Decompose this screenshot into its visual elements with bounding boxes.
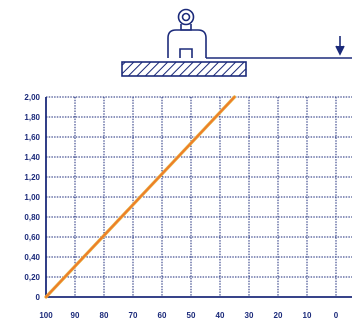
x-tick-label: 50 (187, 311, 196, 320)
x-tick-label: 30 (245, 311, 254, 320)
x-tick-label: 80 (100, 311, 109, 320)
series-line (45, 96, 236, 298)
steel-plate-icon (121, 57, 352, 77)
lifting-magnet-icon (167, 8, 207, 58)
x-tick-label: 0 (334, 311, 339, 320)
x-tick-label: 10 (303, 311, 312, 320)
chart-series (44, 95, 237, 299)
x-tick-label: 90 (71, 311, 80, 320)
magnet-illustration (121, 8, 352, 77)
chart-grid (45, 96, 352, 298)
y-tick-label: 1,00 (24, 193, 40, 202)
y-tick-label: 0,80 (24, 213, 40, 222)
y-tick-label: 1,40 (24, 153, 40, 162)
y-tick-label: 0 (36, 293, 41, 302)
y-tick-label: 0,40 (24, 253, 40, 262)
y-tick-label: 1,80 (24, 113, 40, 122)
y-tick-label: 0,20 (24, 273, 40, 282)
y-tick-label: 1,60 (24, 133, 40, 142)
arrow-down-icon (335, 36, 345, 56)
x-tick-label: 20 (274, 311, 283, 320)
x-tick-label: 70 (129, 311, 138, 320)
x-tick-label: 60 (158, 311, 167, 320)
x-axis-tick-labels: 100 90 80 70 60 50 40 30 20 10 0 (39, 311, 338, 320)
x-tick-label: 100 (39, 311, 53, 320)
y-axis-tick-labels: 0 0,20 0,40 0,60 0,80 1,00 1,20 1,40 1,60 1,80 2,0… (24, 93, 40, 302)
x-tick-label: 40 (216, 311, 225, 320)
y-tick-label: 2,00 (24, 93, 40, 102)
y-tick-label: 0,60 (24, 233, 40, 242)
y-tick-label: 1,20 (24, 173, 40, 182)
